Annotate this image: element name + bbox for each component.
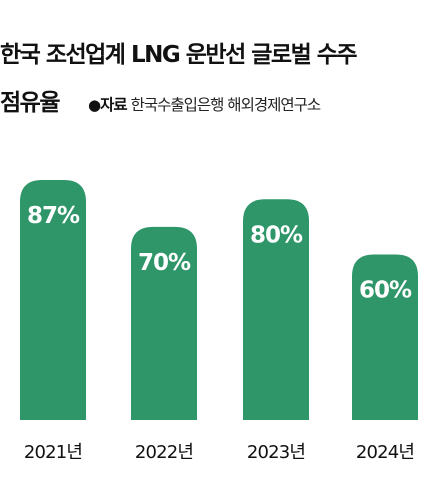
x-tick-label-3: 2024년: [356, 442, 414, 463]
data-label-3: 60%: [359, 277, 412, 303]
chart-title-line2: 점유율: [0, 90, 60, 116]
source-text: 한국수출입은행 해외경제연구소: [130, 96, 322, 114]
source-note: ●자료 한국수출입은행 해외경제연구소: [88, 94, 322, 116]
source-label: 자료: [100, 96, 128, 114]
data-label-1: 70%: [138, 250, 191, 276]
chart-title-line1: 한국 조선업계 LNG 운반선 글로벌 수주: [0, 42, 358, 68]
data-label-0: 87%: [27, 203, 80, 229]
bar-3: [352, 254, 418, 420]
bar-2: [243, 199, 309, 420]
bar-1: [131, 226, 197, 420]
x-tick-label-2: 2023년: [247, 442, 305, 463]
bullet-icon: ●: [88, 96, 101, 114]
x-tick-label-0: 2021년: [24, 442, 82, 463]
bar-0: [20, 180, 86, 420]
data-label-2: 80%: [250, 222, 303, 248]
x-tick-label-1: 2022년: [135, 442, 193, 463]
